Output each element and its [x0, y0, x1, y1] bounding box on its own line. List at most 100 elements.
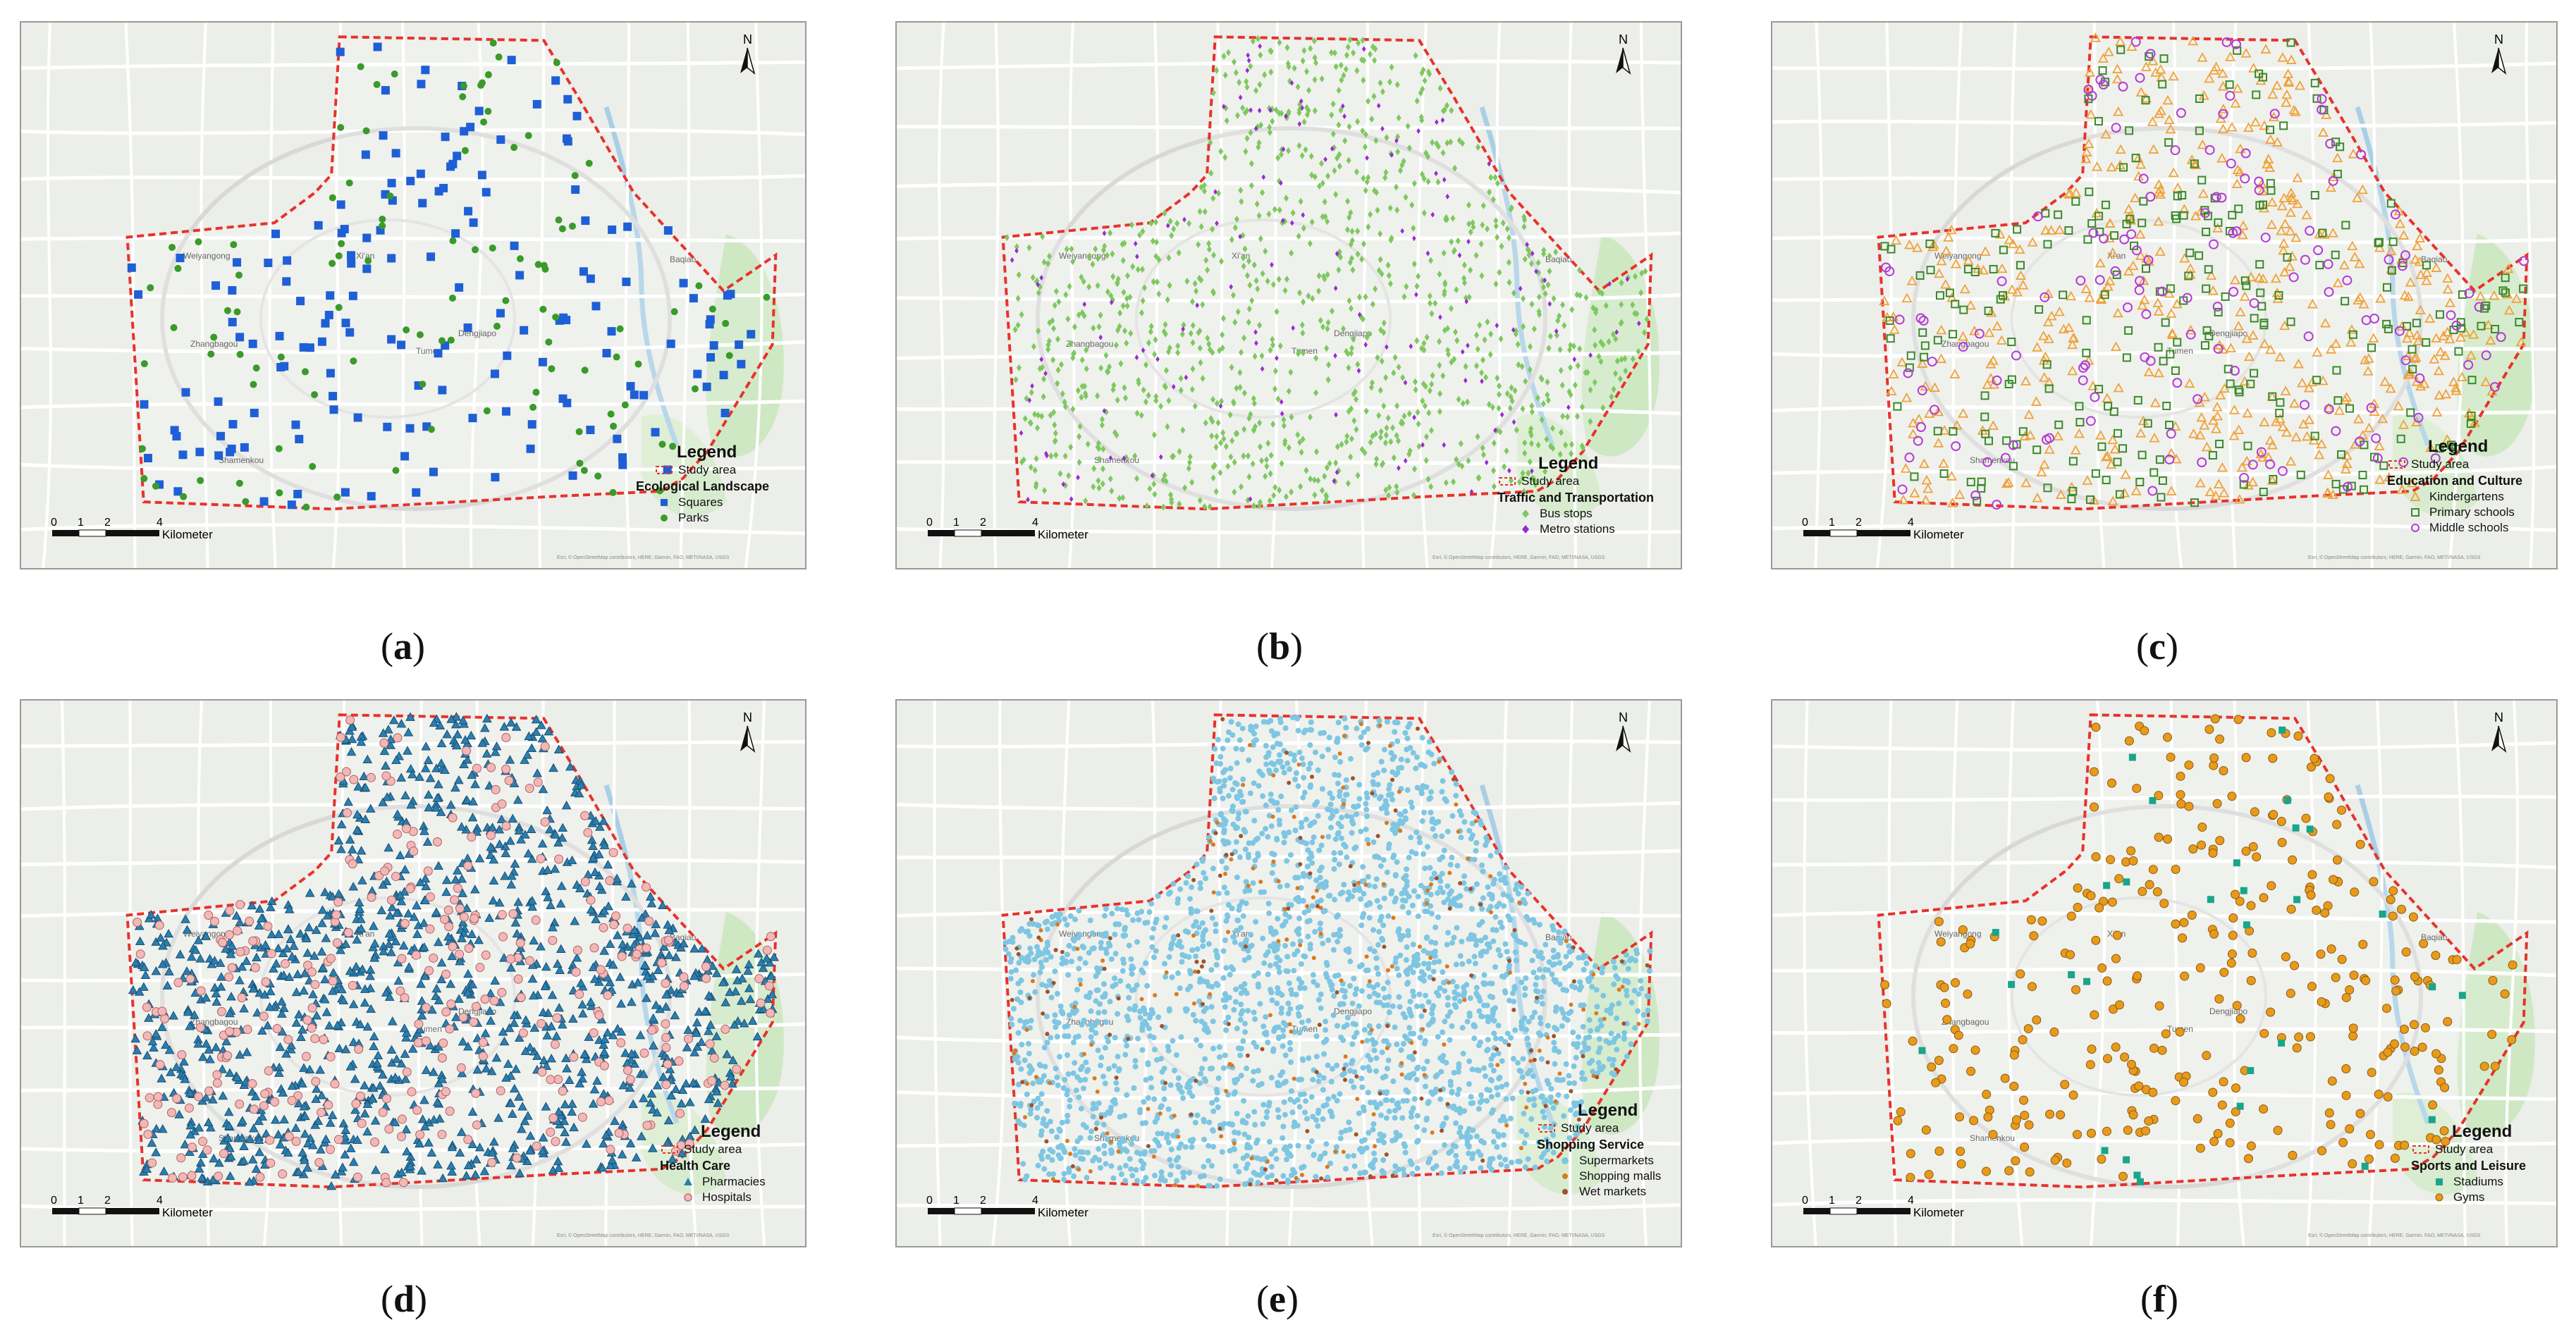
pharmacy-poi — [216, 982, 226, 991]
supermarket-poi — [1232, 1163, 1239, 1169]
supermarket-poi — [1447, 1166, 1453, 1172]
supermarket-poi — [1200, 937, 1206, 944]
bus-stop-poi — [1413, 378, 1418, 386]
pharmacy-poi — [396, 718, 407, 728]
supermarket-poi — [1515, 891, 1521, 897]
bus-stop-poi — [1569, 440, 1574, 448]
pharmacy-poi — [546, 1021, 556, 1030]
square-poi — [438, 386, 447, 395]
bus-stop-poi — [1281, 416, 1287, 424]
bus-stop-poi — [1361, 76, 1366, 84]
middle-school-poi — [2400, 250, 2411, 261]
hospital-poi — [642, 1121, 652, 1130]
pharmacy-poi — [239, 1156, 249, 1165]
bus-stop-poi — [1461, 279, 1467, 287]
bus-stop-poi — [1286, 388, 1292, 395]
supermarket-poi — [1341, 1024, 1347, 1030]
kindergarten-poi — [2410, 254, 2421, 264]
hospital-poi — [444, 922, 454, 932]
kindergarten-poi — [2285, 456, 2297, 466]
circle-icon — [654, 512, 674, 524]
bus-stop-poi — [1218, 397, 1224, 405]
pharmacy-poi — [396, 1167, 407, 1176]
pharmacy-poi — [315, 1145, 326, 1154]
pharmacy-poi — [458, 1037, 468, 1046]
bus-stop-poi — [1288, 369, 1294, 376]
kindergarten-poi — [2045, 225, 2057, 235]
bus-stop-poi — [1295, 83, 1301, 91]
bus-stop-poi — [1394, 431, 1399, 439]
park-poi — [548, 365, 556, 373]
bus-stop-poi — [1108, 229, 1113, 237]
pharmacy-poi — [570, 916, 580, 925]
park-poi — [553, 58, 560, 66]
pharmacy-poi — [456, 822, 467, 831]
pharmacy-poi — [283, 1147, 293, 1157]
bus-stop-poi — [1165, 423, 1170, 431]
primary-school-poi — [1966, 477, 1975, 486]
bus-stop-poi — [1251, 395, 1256, 402]
place-label: Zhangbagou — [1066, 339, 1113, 349]
primary-school-poi — [1951, 300, 1960, 309]
pharmacy-poi — [409, 912, 419, 921]
primary-school-poi — [2190, 498, 2200, 507]
primary-school-poi — [2286, 38, 2295, 47]
square-poi — [559, 313, 568, 322]
bus-stop-poi — [1643, 268, 1648, 276]
park-poi — [594, 472, 602, 480]
supermarket-poi — [1469, 1066, 1476, 1073]
kindergarten-poi — [2292, 198, 2303, 209]
pharmacy-poi — [260, 939, 271, 949]
pharmacy-poi — [264, 1001, 275, 1011]
pharmacy-poi — [665, 1064, 675, 1073]
bus-stop-poi — [1500, 219, 1506, 227]
pharmacy-poi — [431, 907, 441, 916]
bus-stop-poi — [1289, 488, 1294, 495]
pharmacy-poi — [704, 1026, 713, 1035]
hospital-poi — [400, 918, 410, 928]
road — [1488, 23, 1502, 568]
pharmacy-poi — [500, 871, 510, 880]
pharmacy-poi — [237, 961, 247, 971]
bus-stop-poi — [1473, 362, 1479, 370]
bus-stop-poi — [1120, 302, 1126, 309]
supermarket-poi — [1218, 753, 1224, 760]
primary-school-poi — [2101, 200, 2110, 209]
pharmacy-poi — [588, 1099, 599, 1108]
square-poi — [568, 471, 577, 480]
primary-school-poi — [2422, 338, 2431, 347]
hospital-poi — [326, 1145, 336, 1154]
middle-school-poi — [2240, 173, 2250, 184]
kindergarten-poi — [2185, 324, 2197, 335]
pharmacy-poi — [474, 853, 485, 863]
bus-stop-poi — [1345, 479, 1351, 487]
pharmacy-poi — [298, 1147, 307, 1157]
pharmacy-poi — [185, 1130, 196, 1139]
bus-stop-poi — [1186, 464, 1191, 472]
pharmacy-poi — [203, 1117, 214, 1127]
supermarket-poi — [1645, 1007, 1651, 1013]
primary-school-poi — [2087, 219, 2097, 228]
kindergarten-poi — [2100, 128, 2111, 139]
bus-stop-poi — [1196, 328, 1201, 336]
pharmacy-poi — [682, 1042, 692, 1052]
kindergarten-poi — [2406, 477, 2417, 488]
kindergarten-poi — [2080, 283, 2092, 293]
bus-stop-poi — [1222, 71, 1228, 79]
scale-tick: 1 — [78, 1195, 84, 1207]
pharmacy-poi — [299, 1063, 309, 1072]
pharmacy-poi — [205, 1054, 215, 1064]
park-poi — [335, 252, 343, 260]
pharmacy-poi — [401, 1124, 412, 1134]
bus-stop-poi — [1122, 240, 1127, 247]
pharmacy-poi — [390, 1117, 400, 1126]
kindergarten-poi — [2239, 291, 2250, 301]
pharmacy-poi — [317, 918, 327, 927]
pharmacy-poi — [388, 715, 399, 725]
scale-tick: 1 — [1829, 517, 1835, 529]
kindergarten-poi — [2206, 270, 2217, 280]
bus-stop-poi — [1387, 204, 1393, 212]
bus-stop-poi — [1529, 402, 1535, 410]
hospital-poi — [233, 926, 243, 936]
primary-school-poi — [2162, 401, 2171, 410]
